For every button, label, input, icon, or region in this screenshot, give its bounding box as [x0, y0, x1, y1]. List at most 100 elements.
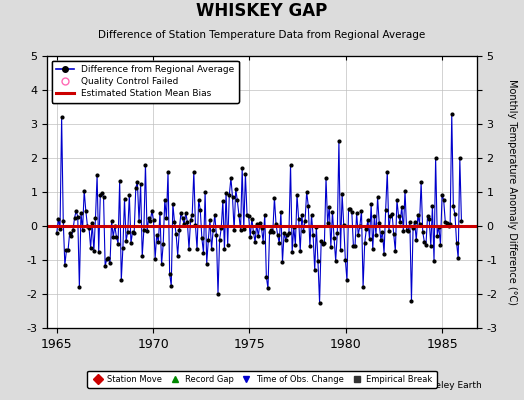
Point — [86, 244, 95, 251]
Point — [253, 221, 261, 227]
Point — [191, 222, 200, 228]
Point — [322, 175, 330, 181]
Point — [85, 225, 93, 231]
Point — [374, 194, 382, 201]
Point — [56, 226, 64, 233]
Point — [269, 228, 277, 235]
Point — [422, 242, 430, 248]
Point — [248, 216, 256, 222]
Point — [285, 230, 293, 236]
Point — [83, 222, 92, 229]
Point — [281, 236, 290, 243]
Point — [162, 215, 171, 221]
Point — [177, 210, 185, 216]
Point — [367, 201, 375, 208]
Text: WHISKEY GAP: WHISKEY GAP — [196, 2, 328, 20]
Point — [291, 242, 300, 248]
Point — [416, 221, 424, 227]
Point — [103, 256, 111, 262]
Point — [143, 228, 151, 235]
Point — [293, 192, 301, 198]
Point — [117, 277, 125, 284]
Point — [133, 179, 141, 186]
Point — [173, 252, 182, 259]
Point — [449, 203, 457, 210]
Point — [100, 194, 108, 201]
Point — [304, 202, 312, 209]
Point — [278, 259, 287, 265]
Point — [157, 261, 166, 268]
Point — [275, 240, 283, 246]
Point — [335, 138, 343, 144]
Legend: Difference from Regional Average, Quality Control Failed, Estimated Station Mean: Difference from Regional Average, Qualit… — [52, 60, 239, 103]
Point — [230, 227, 238, 233]
Point — [214, 291, 222, 297]
Point — [365, 236, 374, 242]
Point — [62, 247, 71, 254]
Point — [225, 192, 234, 198]
Point — [219, 198, 227, 204]
Point — [121, 196, 129, 202]
Point — [148, 208, 156, 214]
Point — [96, 191, 104, 198]
Point — [239, 226, 248, 232]
Point — [326, 244, 335, 250]
Point — [380, 250, 388, 257]
Point — [436, 242, 445, 248]
Point — [385, 227, 393, 234]
Point — [211, 212, 219, 218]
Point — [161, 197, 169, 203]
Point — [64, 247, 72, 253]
Point — [101, 263, 110, 269]
Point — [280, 230, 288, 236]
Point — [222, 189, 230, 196]
Point — [125, 192, 134, 198]
Point — [183, 219, 192, 226]
Point — [364, 217, 372, 223]
Point — [443, 219, 451, 226]
Point — [357, 208, 366, 214]
Point — [428, 203, 436, 210]
Point — [296, 247, 304, 254]
Y-axis label: Monthly Temperature Anomaly Difference (°C): Monthly Temperature Anomaly Difference (… — [507, 79, 517, 305]
Point — [383, 168, 391, 175]
Point — [257, 225, 266, 232]
Point — [135, 218, 143, 224]
Point — [290, 224, 298, 230]
Point — [178, 215, 187, 222]
Text: Berkeley Earth: Berkeley Earth — [416, 381, 482, 390]
Point — [58, 114, 66, 120]
Point — [412, 237, 420, 244]
Point — [223, 242, 232, 248]
Point — [343, 277, 351, 284]
Point — [119, 245, 127, 251]
Point — [440, 197, 448, 204]
Point — [236, 227, 245, 233]
Point — [277, 209, 285, 215]
Point — [370, 212, 378, 219]
Point — [209, 227, 217, 233]
Point — [235, 212, 243, 218]
Point — [167, 283, 176, 289]
Point — [202, 260, 211, 267]
Point — [431, 155, 440, 161]
Point — [354, 232, 363, 238]
Point — [457, 217, 466, 224]
Point — [145, 215, 153, 222]
Point — [451, 211, 459, 218]
Point — [136, 181, 145, 187]
Point — [172, 230, 180, 237]
Point — [169, 201, 177, 207]
Point — [146, 218, 155, 224]
Point — [441, 219, 450, 226]
Point — [194, 197, 203, 204]
Point — [325, 204, 333, 210]
Point — [320, 240, 329, 247]
Point — [267, 227, 276, 233]
Point — [159, 241, 167, 248]
Point — [109, 234, 117, 240]
Point — [98, 190, 106, 196]
Point — [91, 215, 100, 222]
Point — [259, 238, 267, 245]
Point — [399, 228, 408, 234]
